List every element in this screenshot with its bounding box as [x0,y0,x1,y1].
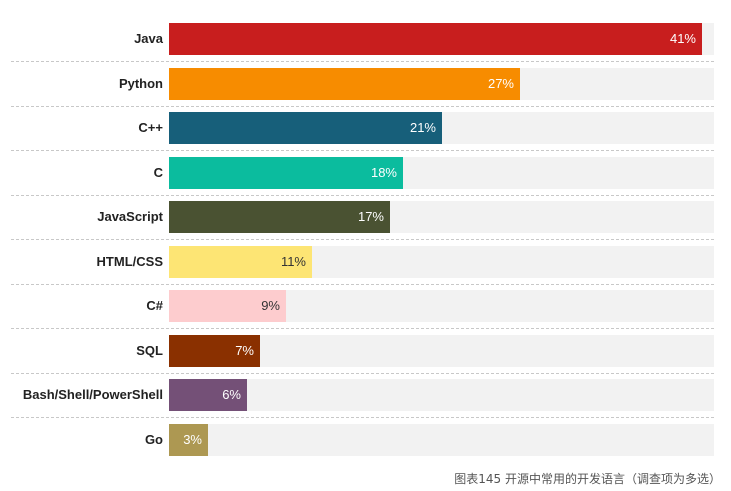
bar: 7% [169,335,260,367]
bar-track: 17% [169,201,714,233]
row-divider [11,373,714,374]
bar-track: 3% [169,424,714,456]
bar: 21% [169,112,442,144]
value-label: 18% [370,165,397,180]
value-label: 17% [357,209,384,224]
bar-track: 27% [169,68,714,100]
bar-row: Python 27% [0,68,731,100]
bar: 11% [169,246,312,278]
row-divider [11,61,714,62]
row-divider [11,239,714,240]
category-label: C# [146,298,163,313]
value-label: 11% [280,254,306,269]
bar-track: 21% [169,112,714,144]
row-divider [11,328,714,329]
bar: 9% [169,290,286,322]
bar: 41% [169,23,702,55]
category-label: C++ [138,120,163,135]
bar-row: C 18% [0,157,731,189]
bar: 27% [169,68,520,100]
row-divider [11,195,714,196]
category-label: JavaScript [97,209,163,224]
chart-caption: 图表145 开源中常用的开发语言（调查项为多选） [454,472,721,486]
row-divider [11,150,714,151]
bar-row: JavaScript 17% [0,201,731,233]
bar-row: C# 9% [0,290,731,322]
bar-track: 41% [169,23,714,55]
bar-track: 11% [169,246,714,278]
bar: 3% [169,424,208,456]
bar-track: 9% [169,290,714,322]
value-label: 27% [487,76,514,91]
value-label: 9% [261,298,280,313]
category-label: Bash/Shell/PowerShell [22,387,163,402]
value-label: 21% [409,120,436,135]
bar: 6% [169,379,247,411]
bar-track: 7% [169,335,714,367]
bar-row: HTML/CSS 11% [0,246,731,278]
category-label: Java [134,31,163,46]
category-label: C [153,165,163,180]
bar: 18% [169,157,403,189]
value-label: 7% [235,343,254,358]
bar-row: Java 41% [0,23,731,55]
row-divider [11,284,714,285]
bar-row: Go 3% [0,424,731,456]
bar-row: C++ 21% [0,112,731,144]
category-label: HTML/CSS [96,254,163,269]
bar-row: SQL 7% [0,335,731,367]
category-label: Go [144,432,163,447]
category-label: SQL [136,343,163,358]
row-divider [11,106,714,107]
category-label: Python [118,76,163,91]
value-label: 3% [183,432,202,447]
value-label: 6% [222,387,241,402]
bar-row: Bash/Shell/PowerShell 6% [0,379,731,411]
bar-track: 6% [169,379,714,411]
bar: 17% [169,201,390,233]
bar-track: 18% [169,157,714,189]
value-label: 41% [669,31,696,46]
row-divider [11,417,714,418]
